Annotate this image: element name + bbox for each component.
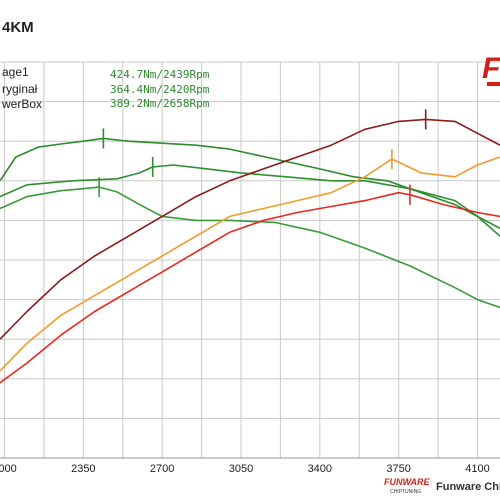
legend: age1 ryginał werBox (1, 65, 42, 111)
x-axis-ticks: 2000 2350 2700 3050 3400 3750 4100 (0, 463, 490, 475)
annotation-stage1-torque: 424.7Nm/2439Rpm (110, 68, 210, 81)
logo-bar (487, 82, 500, 86)
peak-annotations: 424.7Nm/2439Rpm 364.4Nm/2420Rpm 389.2Nm/… (110, 68, 210, 110)
grid (0, 61, 500, 459)
watermark-text: Funware Chi (436, 481, 500, 493)
x-tick-label: 2000 (0, 463, 17, 475)
series-line-original-torque (0, 186, 500, 309)
series-line-powerbox-torque (0, 164, 500, 237)
series-group (0, 109, 500, 384)
x-tick-label: 3050 (229, 463, 253, 475)
legend-entry-stage1: age1 (2, 65, 29, 79)
x-tick-label: 4100 (465, 463, 489, 475)
x-tick-label: 2700 (150, 463, 174, 475)
series-line-powerbox-power (0, 156, 500, 372)
legend-entry-original: ryginał (2, 82, 38, 96)
x-tick-label: 3750 (386, 463, 410, 475)
series-line-original-power (0, 191, 500, 384)
watermark: FUNWARE CHIPTUNING Funware Chi (384, 477, 500, 495)
chart-title: 4KM (2, 19, 34, 36)
watermark-sub: CHIPTUNING (390, 489, 421, 495)
annotation-powerbox-torque: 389.2Nm/2658Rpm (110, 97, 210, 110)
x-tick-label: 3400 (308, 463, 332, 475)
annotation-original-torque: 364.4Nm/2420Rpm (110, 83, 210, 96)
series-line-stage1-power (0, 118, 500, 340)
brand-logo: F (482, 52, 500, 86)
series-line-stage1-torque (0, 137, 500, 230)
watermark-brand: FUNWARE (384, 477, 430, 487)
legend-entry-powerbox: werBox (1, 97, 42, 111)
logo-letter: F (482, 52, 500, 85)
x-tick-label: 2350 (71, 463, 95, 475)
